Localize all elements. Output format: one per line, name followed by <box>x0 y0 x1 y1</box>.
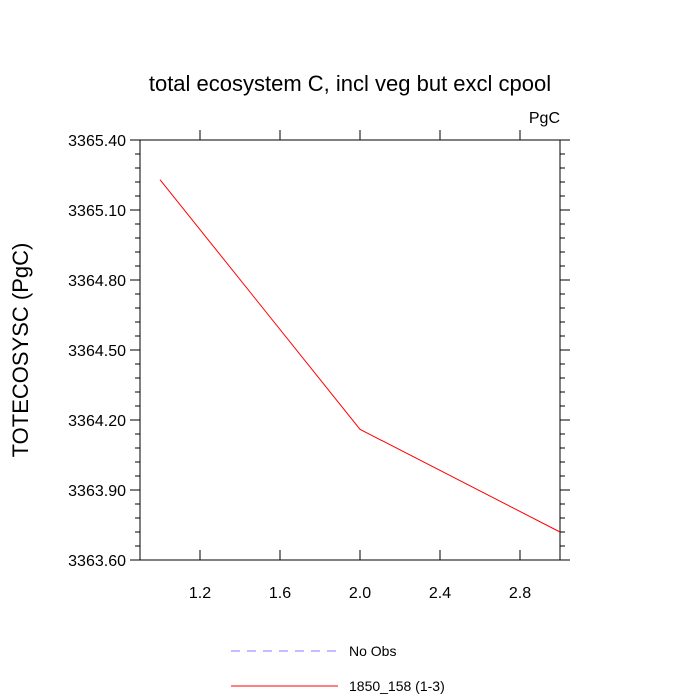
x-tick-label: 1.6 <box>269 585 291 602</box>
plot-frame <box>139 139 561 561</box>
y-tick-label: 3364.50 <box>68 343 126 360</box>
x-tick-label: 2.4 <box>429 585 451 602</box>
legend: No Obs 1850_158 (1-3) <box>231 643 445 694</box>
x-tick-label: 2.8 <box>509 585 531 602</box>
x-tick-label: 1.2 <box>189 585 211 602</box>
y-tick-label: 3363.90 <box>68 483 126 500</box>
series-layer <box>159 179 561 533</box>
y-tick-label: 3364.80 <box>68 273 126 290</box>
y-tick-label: 3364.20 <box>68 413 126 430</box>
legend-label: 1850_158 (1-3) <box>349 678 445 694</box>
axis-ticks <box>130 130 570 561</box>
units-label: PgC <box>529 110 560 127</box>
chart-title: total ecosystem C, incl veg but excl cpo… <box>149 71 551 96</box>
tick-labels: 1.2 1.6 2.0 2.4 2.8 3365.40 3365.10 3364.80 3364… <box>68 133 531 602</box>
x-tick-label: 2.0 <box>349 585 371 602</box>
series-line <box>159 179 561 533</box>
y-tick-label: 3365.40 <box>68 133 126 150</box>
legend-label: No Obs <box>349 643 396 659</box>
y-tick-label: 3365.10 <box>68 203 126 220</box>
y-tick-label: 3363.60 <box>68 553 126 570</box>
y-axis-label: TOTECOSYSC (PgC) <box>8 243 33 458</box>
